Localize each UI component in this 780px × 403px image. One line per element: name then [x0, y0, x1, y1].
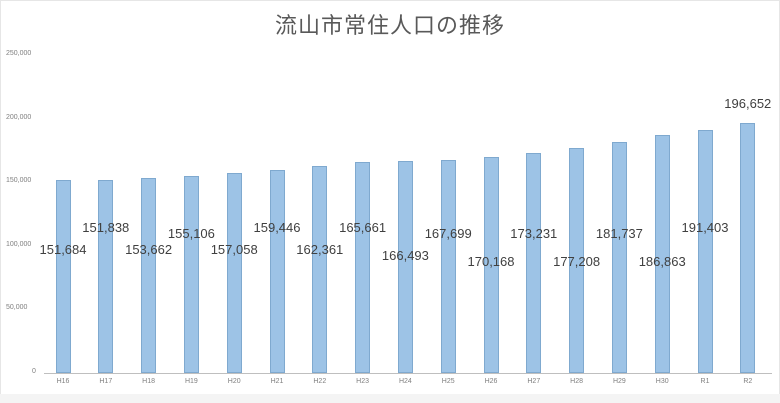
- bar-H23: [355, 162, 371, 373]
- data-label: 191,403: [681, 220, 729, 235]
- x-tick-label: R1: [700, 378, 710, 385]
- data-label: 177,208: [553, 254, 601, 269]
- bar-H27: [526, 152, 542, 373]
- y-tick-label: 0: [32, 368, 36, 375]
- x-tick-label: H28: [570, 378, 584, 385]
- bar-H20: [226, 173, 242, 373]
- data-label: 151,838: [82, 220, 130, 235]
- y-tick-label: 150,000: [6, 177, 32, 185]
- bar-H24: [397, 161, 413, 373]
- x-axis-line: [44, 373, 772, 374]
- x-tick-label: H23: [356, 378, 370, 385]
- bar-H28: [569, 147, 585, 373]
- bar-H29: [611, 141, 627, 373]
- x-tick-label: H30: [655, 378, 669, 385]
- y-tick-label: 50,000: [6, 304, 28, 312]
- bar-H18: [141, 177, 157, 373]
- x-tick-label: R2: [743, 378, 753, 385]
- x-tick-label: H20: [227, 378, 241, 385]
- y-tick-label: 200,000: [6, 113, 32, 121]
- data-label: 167,699: [424, 226, 472, 241]
- data-label: 162,361: [296, 242, 344, 257]
- x-tick-label: H16: [56, 378, 70, 385]
- data-label: 165,661: [339, 220, 387, 235]
- bar-H30: [654, 135, 670, 373]
- y-tick-label: 250,000: [6, 50, 32, 57]
- bar-H16: [55, 180, 71, 373]
- x-tick-label: H19: [184, 378, 198, 385]
- x-tick-label: H24: [398, 378, 412, 385]
- bar-R2: [740, 122, 756, 373]
- bar-H26: [483, 156, 499, 373]
- chart-title: 流山市常住人口の推移: [274, 14, 505, 39]
- x-tick-label: H17: [99, 378, 113, 385]
- data-label: 157,058: [210, 242, 258, 257]
- x-tick-label: H26: [484, 378, 498, 385]
- x-tick-label: H18: [142, 378, 156, 385]
- bar-H22: [312, 166, 328, 373]
- bottom-strip: [0, 394, 780, 403]
- bar-H17: [98, 179, 114, 373]
- data-label: 181,737: [595, 226, 643, 241]
- data-label: 155,106: [167, 226, 215, 241]
- data-label: 153,662: [125, 242, 173, 257]
- data-label: 166,493: [381, 248, 429, 263]
- data-label: 186,863: [638, 254, 686, 269]
- bar-H19: [183, 175, 199, 373]
- data-label: 151,684: [39, 242, 87, 257]
- data-label: 170,168: [467, 254, 515, 269]
- x-tick-label: H22: [313, 378, 327, 385]
- data-label: 196,652: [724, 96, 772, 111]
- data-label: 173,231: [510, 226, 558, 241]
- x-tick-label: H27: [527, 378, 541, 385]
- x-tick-label: H21: [270, 378, 284, 385]
- x-tick-label: H29: [612, 378, 626, 385]
- y-tick-label: 100,000: [6, 240, 32, 248]
- x-tick-label: H25: [441, 378, 455, 385]
- data-label: 159,446: [253, 220, 301, 235]
- bar-R1: [697, 129, 713, 373]
- bar-H25: [440, 159, 456, 373]
- bar-H21: [269, 170, 285, 373]
